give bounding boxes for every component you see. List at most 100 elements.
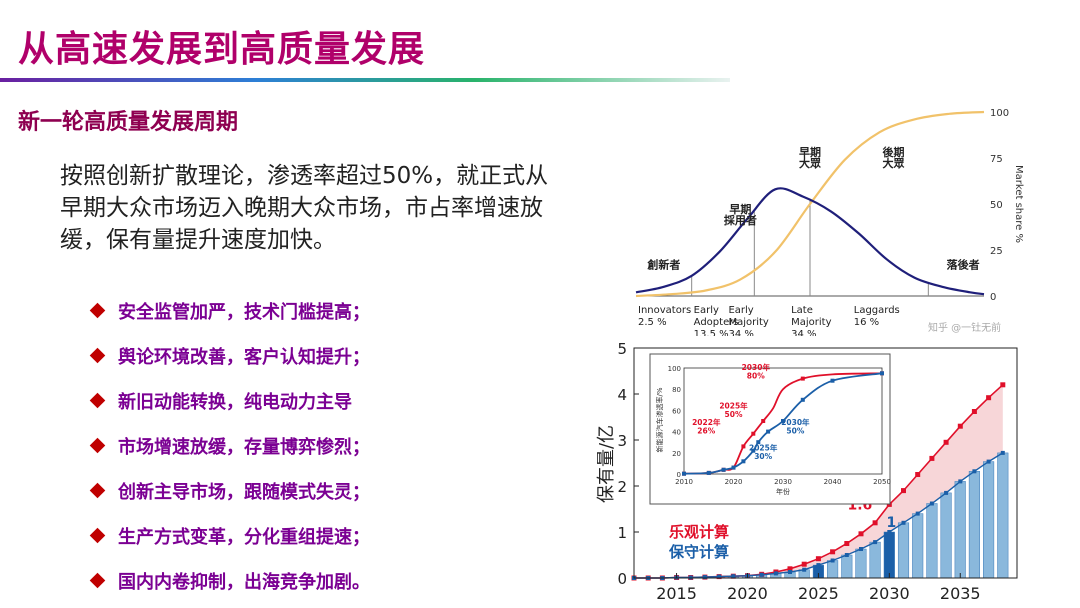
optimistic-point [986, 395, 992, 401]
bullet-item: 创新主导市场，跟随模式失灵； [89, 468, 370, 513]
market-share-s-curve [635, 110, 985, 298]
conservative-point [944, 490, 949, 495]
y-tick-label: 50 [990, 200, 1003, 211]
bullet-item: 舆论环境改善，客户认知提升； [89, 333, 370, 378]
segment-label: 大眾 [883, 156, 905, 170]
inset-point [800, 397, 805, 402]
slide-subtitle: 新一轮高质量发展周期 [18, 110, 239, 135]
category-name: Majority [728, 317, 768, 328]
inset-point [761, 419, 766, 423]
inset-annotation: 2025年 [749, 443, 778, 453]
inset-annotation: 26% [697, 427, 715, 436]
conservative-point [731, 574, 736, 579]
plot-frame [633, 347, 1018, 579]
optimistic-point [1000, 382, 1006, 388]
segment-label: 後期 [883, 145, 905, 159]
category-name: Early [694, 305, 719, 316]
y-tick-label: 25 [990, 246, 1003, 257]
conservative-point [830, 558, 835, 563]
conservative-point [788, 570, 792, 574]
inset-background [649, 353, 891, 505]
x-tick-label: 2025 [798, 584, 839, 603]
inset-point [800, 376, 805, 381]
inset-y-tick-label: 0 [677, 471, 681, 479]
x-tick-label: 2015 [656, 584, 697, 603]
optimistic-point [943, 439, 949, 445]
bullet-item: 安全监管加严，技术门槛提高； [89, 288, 370, 333]
inset-point [741, 459, 746, 464]
title-underline [0, 78, 730, 82]
inset-point [741, 444, 746, 449]
ownership-bar [841, 554, 853, 579]
inset-annotation: 30% [754, 452, 772, 461]
inset-point [880, 371, 884, 376]
inset-x-tick-label: 2040 [824, 478, 842, 486]
inset-point [830, 378, 835, 383]
segment-label: 採用者 [724, 213, 757, 227]
bullet-item: 生产方式变革，分化重组提速； [89, 513, 370, 558]
bullet-list: 安全监管加严，技术门槛提高； 舆论环境改善，客户认知提升； 新旧动能转换，纯电动… [89, 288, 370, 603]
conservative-point [1000, 450, 1005, 455]
bullet-item: 国内内卷抑制，出海竞争加剧。 [89, 558, 370, 603]
inset-x-axis-label: 年份 [776, 487, 790, 496]
optimistic-point [801, 561, 807, 567]
diamond-bullet-icon [89, 437, 106, 454]
inset-annotation: 2022年 [692, 417, 721, 427]
segment-label: 早期 [729, 202, 751, 216]
conservative-point [929, 501, 934, 506]
category-share: 34 % [728, 329, 753, 336]
diamond-bullet-icon [89, 572, 106, 589]
y-tick-label: 0 [990, 292, 996, 303]
category-name: Late [791, 305, 813, 316]
conservative-point [859, 547, 863, 551]
optimistic-point [915, 472, 921, 477]
inset-x-tick-label: 2010 [675, 478, 693, 486]
category-share: 16 % [854, 317, 879, 328]
optimistic-point [957, 423, 963, 429]
segment-label: 落後者 [947, 257, 980, 271]
y-tick-label: 75 [990, 154, 1003, 165]
slide-title: 从高速发展到高质量发展 [18, 29, 426, 70]
inset-annotation: 50% [725, 410, 743, 419]
bullet-item: 新旧动能转换，纯电动力主导 [89, 378, 370, 423]
x-tick-label: 2030 [869, 584, 910, 603]
inset-y-tick-label: 80 [672, 386, 681, 394]
y-tick-label: 2 [617, 478, 627, 496]
segment-label: 早期 [799, 145, 821, 159]
inset-y-tick-label: 100 [668, 365, 681, 373]
optimistic-point [844, 541, 850, 546]
category-share: 13.5 % [694, 329, 729, 336]
inset-point [756, 440, 761, 445]
category-name: Innovators [638, 305, 691, 316]
inset-x-tick-label: 2030 [774, 478, 792, 486]
inset-point [682, 471, 686, 476]
adoption-bell-curve [635, 187, 985, 296]
optimistic-point [815, 556, 821, 562]
ownership-bar [869, 541, 881, 579]
inset-y-tick-label: 60 [672, 407, 681, 415]
bullet-text: 生产方式变革，分化重组提速； [118, 526, 370, 548]
ownership-bar [883, 531, 895, 579]
y-tick-label: 5 [617, 340, 627, 358]
body-paragraph: 按照创新扩散理论，渗透率超过50%，就正式从早期大众市场迈入晚期大众市场，市占率… [60, 163, 549, 253]
y-axis-label: Market share % [1013, 165, 1024, 243]
category-name: Majority [791, 317, 831, 328]
inset-y-tick-label: 40 [672, 429, 681, 437]
inset-annotation: 2030年 [742, 362, 771, 372]
diamond-bullet-icon [89, 392, 106, 409]
optimistic-point [830, 549, 836, 555]
optimistic-point [872, 520, 878, 526]
inset-point [751, 448, 756, 453]
y-axis-label: 保有量/亿 [596, 425, 617, 503]
ownership-bar [954, 481, 966, 579]
x-tick-label: 2020 [727, 584, 768, 603]
inset-y-axis-label: 新能源汽车渗透率/% [655, 387, 664, 452]
conservative-point [759, 572, 764, 577]
ownership-bar [855, 548, 867, 579]
inset-annotation: 50% [786, 427, 804, 436]
bullet-text: 舆论环境改善，客户认知提升； [118, 346, 370, 368]
y-tick-label: 0 [617, 570, 627, 588]
diamond-bullet-icon [89, 347, 106, 364]
